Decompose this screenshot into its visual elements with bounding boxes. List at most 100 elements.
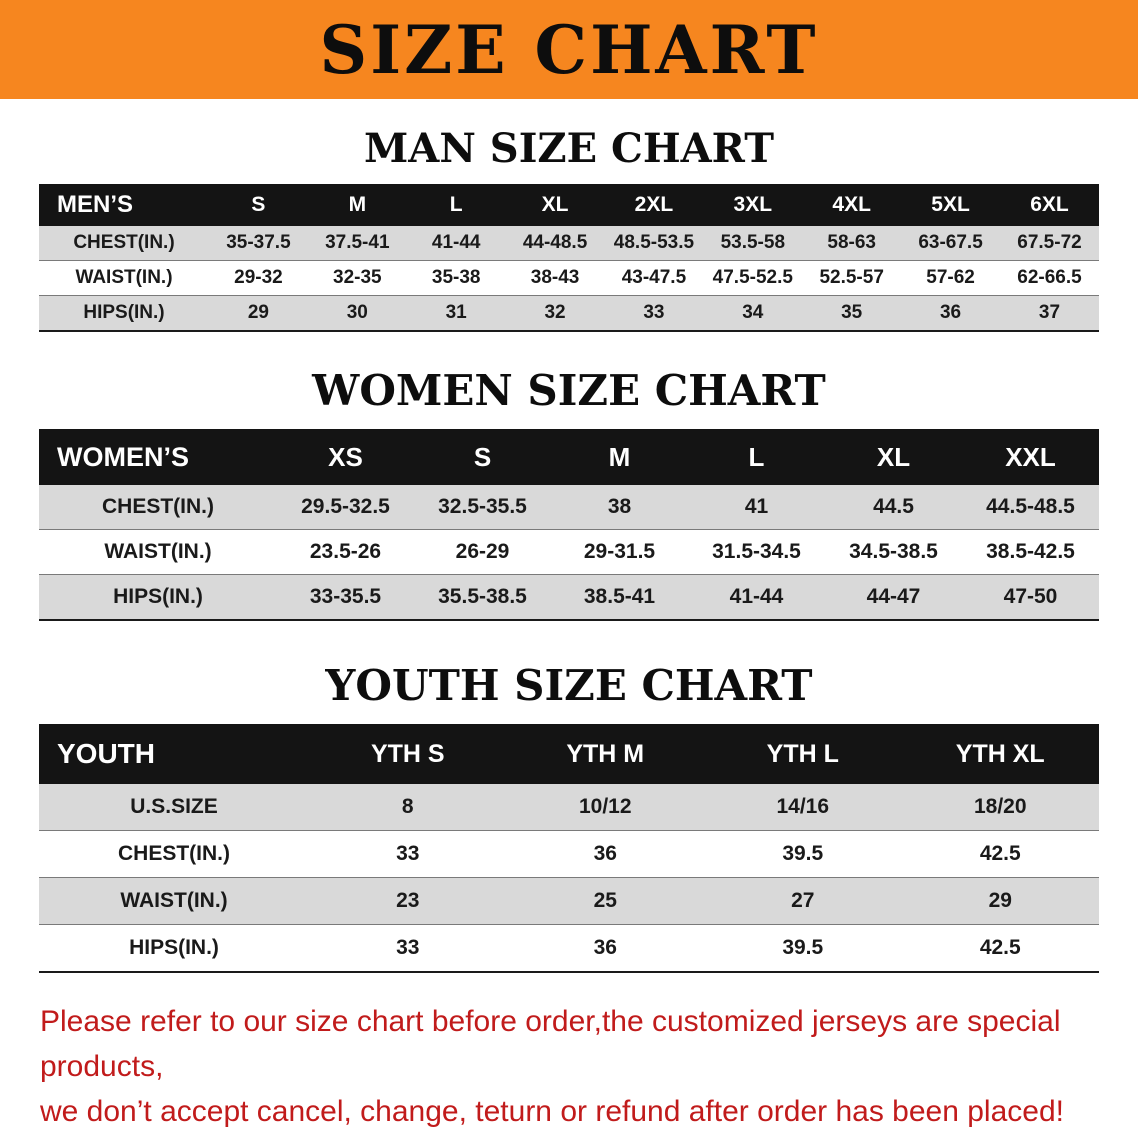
size-column-header: S: [209, 184, 308, 226]
size-column-header: XS: [277, 429, 414, 485]
size-value: 57-62: [901, 260, 1000, 296]
table-row: HIPS(IN.) 29 30 31 32 33 34 35 36 37: [39, 295, 1099, 332]
row-label: WAIST(IN.): [39, 877, 309, 925]
size-value: 29: [901, 877, 1099, 925]
table-row: WAIST(IN.) 23.5-26 26-29 29-31.5 31.5-34.5 34…: [39, 529, 1099, 575]
table-row: WAIST(IN.) 29-32 32-35 35-38 38-43 43-47.5 47.…: [39, 260, 1099, 296]
table-row: WAIST(IN.) 23 25 27 29: [39, 877, 1099, 925]
size-value: 44-47: [825, 574, 962, 621]
size-value: 35: [802, 295, 902, 332]
size-value: 36: [506, 830, 704, 878]
section-men: MAN SIZE CHART MEN’S S M L XL 2XL 3XL 4XL 5XL 6XL…: [0, 99, 1138, 332]
size-value: 47.5-52.5: [703, 260, 803, 296]
size-value: 41-44: [406, 226, 506, 261]
table-row: HIPS(IN.) 33-35.5 35.5-38.5 38.5-41 41-44 44-…: [39, 574, 1099, 621]
row-label: WAIST(IN.): [39, 529, 277, 575]
size-value: 8: [309, 784, 507, 831]
disclaimer: Please refer to our size chart before or…: [40, 999, 1098, 1134]
size-value: 32.5-35.5: [414, 485, 551, 530]
size-value: 32-35: [307, 260, 407, 296]
size-column-header: M: [307, 184, 407, 226]
size-value: 32: [505, 295, 605, 332]
size-column-header: XXL: [962, 429, 1099, 485]
table-row: U.S.SIZE 8 10/12 14/16 18/20: [39, 784, 1099, 831]
size-value: 41: [688, 485, 825, 530]
women-size-table: WOMEN’S XS S M L XL XXL CHEST(IN.) 29.5-32.5 32.5…: [39, 429, 1099, 621]
row-label: HIPS(IN.): [39, 295, 209, 332]
table-header-row: MEN’S S M L XL 2XL 3XL 4XL 5XL 6XL: [39, 184, 1099, 226]
table-corner-label: MEN’S: [39, 184, 209, 226]
page-title: SIZE CHART: [319, 10, 819, 89]
youth-section-heading: YOUTH SIZE CHART: [325, 661, 813, 710]
size-value: 35-38: [406, 260, 506, 296]
size-column-header: L: [688, 429, 825, 485]
row-label: U.S.SIZE: [39, 784, 309, 831]
section-youth: YOUTH SIZE CHART YOUTH YTH S YTH M YTH L YTH…: [0, 621, 1138, 973]
size-column-header: YTH XL: [901, 724, 1099, 784]
disclaimer-line-2: we don’t accept cancel, change, teturn o…: [40, 1095, 1064, 1128]
size-value: 39.5: [704, 924, 902, 973]
row-label: HIPS(IN.): [39, 574, 277, 621]
table-header-row: YOUTH YTH S YTH M YTH L YTH XL: [39, 724, 1099, 784]
size-value: 44-48.5: [505, 226, 605, 261]
table-row: CHEST(IN.) 35-37.5 37.5-41 41-44 44-48.5 48.5…: [39, 226, 1099, 261]
size-value: 23: [309, 877, 507, 925]
size-value: 36: [901, 295, 1000, 332]
table-row: CHEST(IN.) 33 36 39.5 42.5: [39, 830, 1099, 878]
size-column-header: 3XL: [703, 184, 803, 226]
table-row: HIPS(IN.) 33 36 39.5 42.5: [39, 924, 1099, 973]
size-value: 30: [307, 295, 407, 332]
women-section-heading: WOMEN SIZE CHART: [312, 366, 826, 415]
size-value: 39.5: [704, 830, 902, 878]
size-column-header: 5XL: [901, 184, 1000, 226]
size-value: 18/20: [901, 784, 1099, 831]
size-column-header: XL: [505, 184, 605, 226]
size-value: 35.5-38.5: [414, 574, 551, 621]
size-column-header: YTH S: [309, 724, 507, 784]
size-value: 43-47.5: [604, 260, 704, 296]
row-label: HIPS(IN.): [39, 924, 309, 973]
size-value: 29.5-32.5: [277, 485, 414, 530]
table-corner-label: YOUTH: [39, 724, 309, 784]
size-value: 33-35.5: [277, 574, 414, 621]
size-value: 63-67.5: [901, 226, 1000, 261]
size-value: 38.5-42.5: [962, 529, 1099, 575]
size-value: 67.5-72: [1000, 226, 1099, 261]
size-value: 38: [551, 485, 688, 530]
youth-size-table: YOUTH YTH S YTH M YTH L YTH XL U.S.SIZE 8 10/12…: [39, 724, 1099, 973]
size-value: 26-29: [414, 529, 551, 575]
size-column-header: S: [414, 429, 551, 485]
size-value: 31.5-34.5: [688, 529, 825, 575]
size-value: 53.5-58: [703, 226, 803, 261]
size-value: 34: [703, 295, 803, 332]
size-value: 10/12: [506, 784, 704, 831]
banner: SIZE CHART: [0, 0, 1138, 99]
size-value: 25: [506, 877, 704, 925]
size-value: 44.5-48.5: [962, 485, 1099, 530]
size-value: 37: [1000, 295, 1099, 332]
size-column-header: M: [551, 429, 688, 485]
size-value: 42.5: [901, 924, 1099, 973]
size-value: 36: [506, 924, 704, 973]
size-value: 38.5-41: [551, 574, 688, 621]
table-row: CHEST(IN.) 29.5-32.5 32.5-35.5 38 41 44.5 44.5…: [39, 485, 1099, 530]
men-section-heading: MAN SIZE CHART: [364, 125, 774, 172]
size-value: 44.5: [825, 485, 962, 530]
size-value: 52.5-57: [802, 260, 902, 296]
size-column-header: 4XL: [802, 184, 902, 226]
section-women: WOMEN SIZE CHART WOMEN’S XS S M L XL XXL CHEST(…: [0, 332, 1138, 621]
table-header-row: WOMEN’S XS S M L XL XXL: [39, 429, 1099, 485]
size-value: 38-43: [505, 260, 605, 296]
size-value: 23.5-26: [277, 529, 414, 575]
size-column-header: YTH L: [704, 724, 902, 784]
size-column-header: 2XL: [604, 184, 704, 226]
row-label: CHEST(IN.): [39, 226, 209, 261]
size-value: 29-31.5: [551, 529, 688, 575]
size-value: 47-50: [962, 574, 1099, 621]
size-value: 62-66.5: [1000, 260, 1099, 296]
size-value: 31: [406, 295, 506, 332]
size-value: 27: [704, 877, 902, 925]
disclaimer-line-1: Please refer to our size chart before or…: [40, 1005, 1061, 1083]
row-label: CHEST(IN.): [39, 485, 277, 530]
